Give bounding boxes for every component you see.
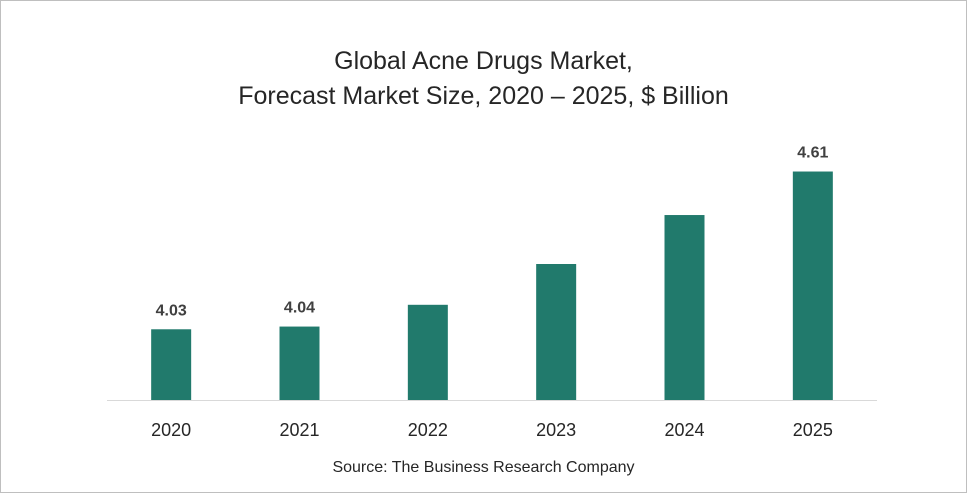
bar-2022 [407, 304, 448, 400]
chart-title-line-2: Forecast Market Size, 2020 – 2025, $ Bil… [238, 82, 729, 110]
x-tick-label-2024: 2024 [664, 420, 704, 440]
bar-2020 [151, 329, 192, 400]
data-label-2025: 4.61 [797, 145, 828, 162]
data-label-2020: 4.03 [156, 302, 187, 319]
bar-2021 [279, 326, 320, 400]
source-note: Source: The Business Research Company [332, 459, 635, 476]
x-tick-label-2020: 2020 [151, 420, 191, 440]
chart-title-line-1: Global Acne Drugs Market, [334, 47, 633, 75]
bar-2025 [792, 171, 833, 400]
x-tick-label-2022: 2022 [408, 420, 448, 440]
bar-2023 [536, 264, 577, 400]
x-tick-label-2021: 2021 [279, 420, 319, 440]
data-label-2021: 4.04 [284, 300, 315, 317]
x-tick-label-2025: 2025 [793, 420, 833, 440]
x-tick-label-2023: 2023 [536, 420, 576, 440]
bar-2024 [664, 215, 705, 400]
